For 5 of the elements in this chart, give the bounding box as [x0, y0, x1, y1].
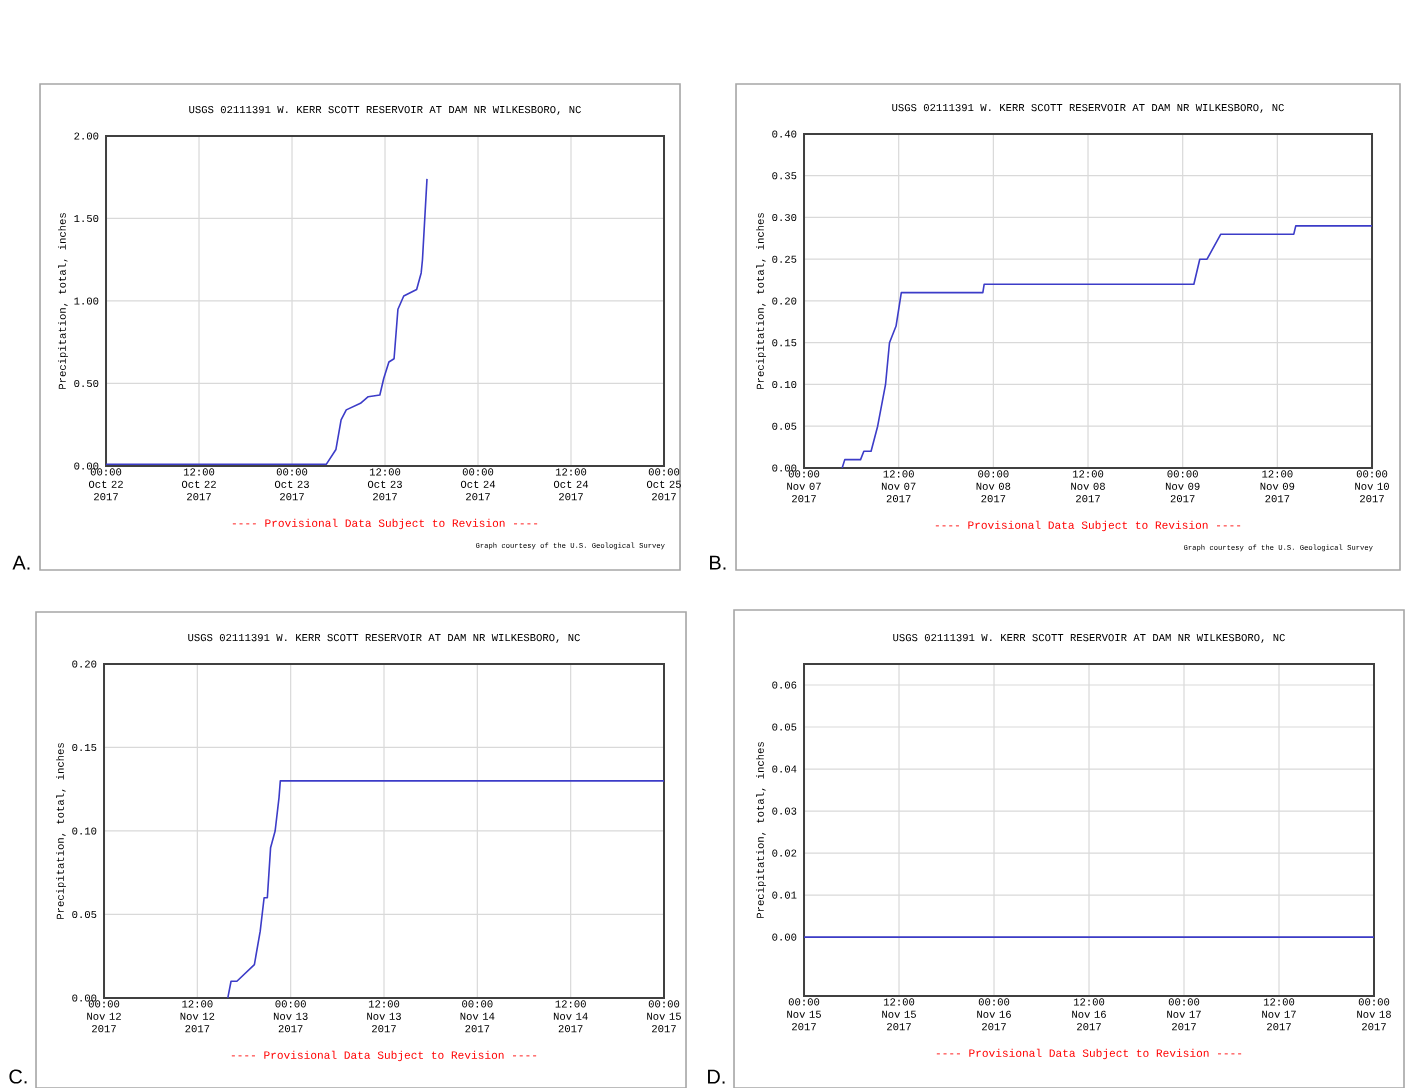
- text: A.: [12, 555, 30, 570]
- line-series: [227, 780, 665, 999]
- text: B.: [710, 555, 726, 570]
- text: C.: [9, 1069, 27, 1084]
- text: D.: [708, 1069, 725, 1084]
